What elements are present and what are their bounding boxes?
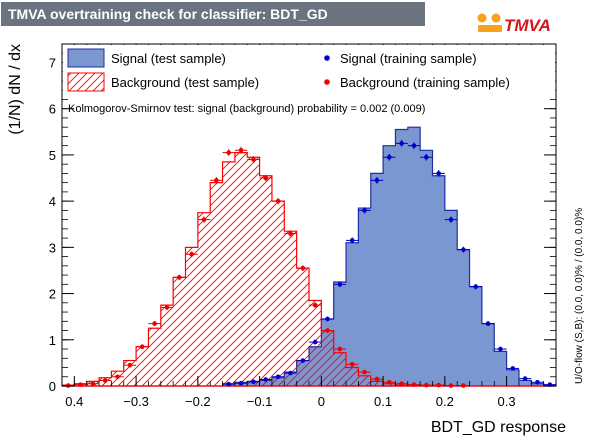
signal-train-point: [461, 247, 466, 252]
background-train-point: [461, 383, 466, 388]
x-tick-label: 0.3: [498, 394, 516, 409]
background-train-point: [214, 178, 219, 183]
background-train-point: [263, 175, 269, 181]
plot-title: TMVA overtraining check for classifier: …: [8, 6, 328, 22]
signal-train-point: [424, 154, 429, 160]
signal-train-point: [288, 370, 293, 376]
background-train-point: [102, 378, 108, 383]
signal-train-point: [510, 366, 516, 371]
legend-background-test-label: Background (test sample): [111, 75, 259, 90]
y-tick-label: 6: [49, 102, 56, 117]
x-tick-label: −0.3: [123, 394, 149, 409]
legend-signal-test-label: Signal (test sample): [111, 51, 226, 66]
signal-train-point: [226, 381, 232, 387]
background-train-point: [300, 265, 306, 271]
legend-background-train-marker: [324, 79, 330, 85]
legend-box: [63, 45, 555, 97]
legend-signal-train-marker: [324, 55, 330, 61]
signal-train-point: [251, 379, 256, 385]
signal-train-point: [399, 141, 404, 146]
logo-dot-icon: [491, 13, 501, 23]
background-train-point: [251, 157, 256, 162]
background-train-point: [177, 275, 182, 280]
signal-train-point: [238, 380, 244, 386]
background-train-point: [115, 374, 120, 380]
legend-background-train-label: Background (training sample): [340, 75, 510, 90]
signal-train-point: [312, 339, 318, 345]
y-axis-label: (1/N) dN / dx: [7, 44, 24, 135]
y-tick-label: 3: [49, 240, 56, 255]
signal-train-point: [275, 374, 281, 380]
x-tick-label: 0.4: [65, 394, 83, 409]
y-tick-label: 5: [49, 148, 56, 163]
signal-train-point: [535, 380, 540, 385]
background-train-point: [226, 150, 232, 155]
background-train-point: [399, 381, 404, 386]
x-tick-label: 0: [318, 394, 325, 409]
signal-train-point: [374, 178, 380, 183]
signal-train-point: [325, 316, 330, 322]
background-train-point: [337, 346, 343, 352]
background-train-point: [411, 382, 417, 387]
background-train-point: [189, 251, 194, 257]
title-bar: TMVA overtraining check for classifier: …: [1, 2, 425, 26]
legend-signal-test-swatch: [67, 48, 105, 68]
signal-train-point: [522, 376, 528, 381]
signal-train-point: [436, 171, 441, 176]
background-train-point: [78, 382, 83, 387]
background-train-point: [374, 376, 380, 382]
legend: Signal (test sample) Background (test sa…: [63, 45, 555, 97]
signal-train-point: [448, 217, 454, 222]
x-tick-label: −0.1: [247, 394, 273, 409]
background-train-point: [325, 328, 330, 333]
signal-train-point: [300, 358, 306, 363]
background-train-point: [349, 361, 355, 367]
signal-train-point: [386, 154, 392, 160]
logo-dot-icon: [477, 13, 487, 23]
x-tick-label: 0.2: [436, 394, 454, 409]
background-train-point: [201, 217, 207, 222]
y-tick-label: 0: [49, 379, 56, 394]
background-train-point: [152, 321, 157, 326]
signal-train-point: [498, 346, 503, 352]
signal-train-point: [349, 238, 355, 243]
signal-train-point: [411, 143, 417, 148]
logo-text: TMVA: [504, 16, 551, 35]
legend-background-test-swatch: [67, 72, 105, 92]
background-train-point: [275, 198, 281, 204]
tmva-logo: TMVA: [477, 13, 551, 35]
histogram-layer: [61, 126, 557, 388]
x-tick-label: −0.2: [185, 394, 211, 409]
ks-test-text: Kolmogorov-Smirnov test: signal (backgro…: [68, 103, 425, 115]
signal-train-point: [362, 208, 367, 213]
signal-train-point: [263, 377, 269, 382]
logo-bar-icon: [478, 25, 502, 32]
y-tick-label: 7: [49, 55, 56, 70]
background-train-point: [312, 302, 318, 308]
background-train-point: [436, 382, 441, 388]
background-train-point: [362, 369, 367, 375]
background-train-point: [288, 231, 293, 236]
y-tick-label: 2: [49, 287, 56, 302]
background-train-point: [424, 382, 429, 388]
overflow-text: U/O-flow (S,B): (0.0, 0.0)% / (0.0, 0.0)…: [574, 208, 585, 384]
background-train-point: [164, 305, 170, 310]
background-train-point: [448, 383, 454, 388]
y-tick-label: 1: [49, 333, 56, 348]
background-train-point: [386, 380, 392, 385]
signal-train-point: [337, 282, 343, 287]
x-axis-label: BDT_GD response: [431, 419, 566, 436]
x-tick-label: 0.1: [374, 394, 392, 409]
y-tick-label: 4: [49, 194, 56, 209]
background-train-point: [90, 381, 96, 386]
background-train-point: [139, 344, 145, 350]
signal-train-point: [485, 321, 491, 326]
background-train-point: [238, 147, 244, 153]
legend-signal-train-label: Signal (training sample): [340, 51, 477, 66]
signal-train-point: [473, 284, 479, 289]
background-train-point: [127, 362, 133, 368]
